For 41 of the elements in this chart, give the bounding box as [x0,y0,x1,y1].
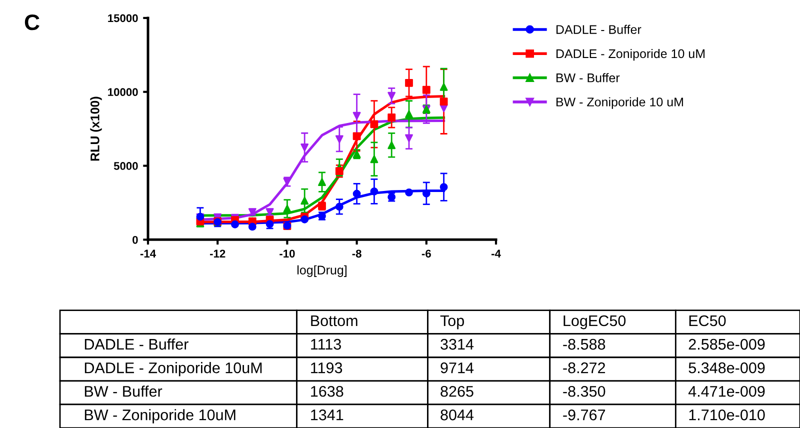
text: 9714 [440,362,474,374]
text: 8265 [440,386,474,397]
text: BW - Zoniporide 10uM [84,409,236,424]
text: 4.471e-009 [688,386,765,397]
y-axis-title: RLU (x100) [90,96,102,161]
y-tick-label: 15000 [108,14,138,22]
y-tick-label: 10000 [108,88,138,96]
x-tick-label: -12 [210,250,226,258]
x-tick-label: -8 [352,250,362,258]
text: 2.585e-009 [688,338,765,350]
text: 1638 [311,386,344,397]
legend-label: BW - Zoniporide 10 uM [556,97,683,109]
text: LogEC50 [564,315,626,330]
text: BW - Buffer [84,386,162,397]
text: -8.272 [563,362,606,374]
legend-label: DADLE - Zoniporide 10 uM [556,48,704,61]
text: -8.588 [563,338,606,350]
x-tick-label: -10 [280,250,295,258]
text: 3314 [440,338,474,350]
legend-label: DADLE - Buffer [556,24,642,34]
text: 1193 [311,362,342,374]
text: 1341 [311,410,344,420]
text: Bottom [311,316,358,326]
text: DADLE - Zoniporide 10uM [84,362,262,376]
text: 1113 [311,338,341,350]
x-axis-title: log[Drug] [297,265,346,277]
text: Top [440,316,464,330]
x-tick-label: -14 [140,250,156,258]
text: -8.350 [563,386,606,397]
text: C [24,14,40,30]
text: 1.710e-010 [689,410,765,420]
x-tick-label: -4 [491,250,501,258]
text: 8044 [440,410,474,420]
text: DADLE - Buffer [84,338,188,350]
text: -9.767 [563,410,606,420]
text: EC50 [689,315,726,326]
text: 5.348e-009 [688,362,765,374]
y-tick-label: 0 [132,236,138,244]
x-tick-label: -6 [422,250,431,258]
legend-label: BW - Buffer [556,73,620,82]
y-tick-label: 5000 [114,162,138,170]
